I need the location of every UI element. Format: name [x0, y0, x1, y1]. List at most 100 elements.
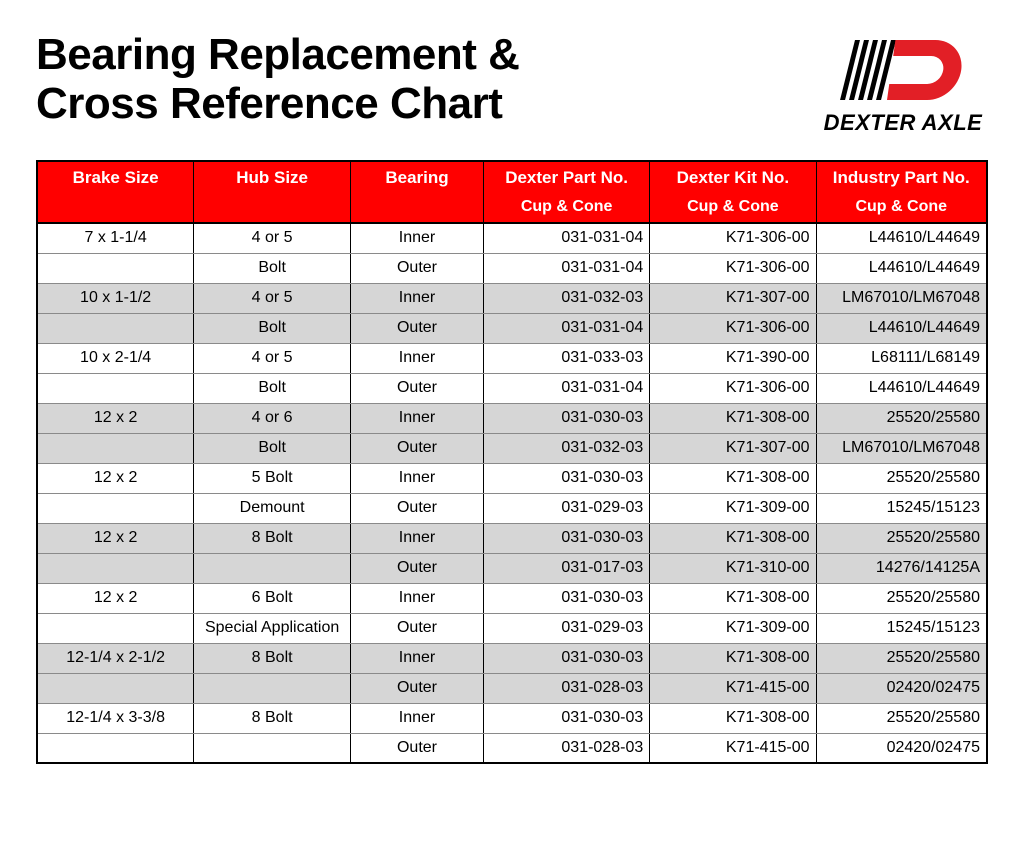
- reference-table: Brake Size Hub Size Bearing Dexter Part …: [36, 160, 988, 764]
- table-cell: 12 x 2: [37, 403, 194, 433]
- table-cell: K71-308-00: [650, 523, 816, 553]
- table-cell: 031-030-03: [484, 643, 650, 673]
- col-industry-part-sub: Cup & Cone: [816, 194, 987, 223]
- title-line-2: Cross Reference Chart: [36, 79, 502, 128]
- table-cell: [37, 433, 194, 463]
- table-cell: Inner: [351, 703, 484, 733]
- table-cell: Inner: [351, 223, 484, 253]
- table-cell: [194, 673, 351, 703]
- table-row: 7 x 1-1/44 or 5Inner031-031-04K71-306-00…: [37, 223, 987, 253]
- table-row: DemountOuter031-029-03K71-309-0015245/15…: [37, 493, 987, 523]
- header: Bearing Replacement & Cross Reference Ch…: [36, 30, 988, 136]
- table-row: 12 x 28 BoltInner031-030-03K71-308-00255…: [37, 523, 987, 553]
- table-cell: K71-308-00: [650, 703, 816, 733]
- table-row: BoltOuter031-031-04K71-306-00L44610/L446…: [37, 253, 987, 283]
- table-cell: 8 Bolt: [194, 523, 351, 553]
- table-row: 12-1/4 x 3-3/88 BoltInner031-030-03K71-3…: [37, 703, 987, 733]
- table-cell: Inner: [351, 463, 484, 493]
- table-cell: Outer: [351, 433, 484, 463]
- table-cell: 8 Bolt: [194, 643, 351, 673]
- col-hub-size-sub: [194, 194, 351, 223]
- table-cell: Inner: [351, 283, 484, 313]
- table-cell: 10 x 2-1/4: [37, 343, 194, 373]
- table-cell: 031-030-03: [484, 463, 650, 493]
- table-cell: Inner: [351, 523, 484, 553]
- table-cell: K71-306-00: [650, 373, 816, 403]
- table-cell: 25520/25580: [816, 583, 987, 613]
- table-cell: [37, 673, 194, 703]
- table-cell: K71-415-00: [650, 733, 816, 763]
- table-cell: 12 x 2: [37, 583, 194, 613]
- table-cell: 12-1/4 x 2-1/2: [37, 643, 194, 673]
- table-cell: 6 Bolt: [194, 583, 351, 613]
- table-row: Outer031-028-03K71-415-0002420/02475: [37, 673, 987, 703]
- table-cell: 031-029-03: [484, 493, 650, 523]
- col-dexter-part-sub: Cup & Cone: [484, 194, 650, 223]
- page-title: Bearing Replacement & Cross Reference Ch…: [36, 30, 519, 129]
- table-cell: [37, 313, 194, 343]
- table-cell: 031-030-03: [484, 703, 650, 733]
- col-bearing-sub: [351, 194, 484, 223]
- table-cell: Outer: [351, 313, 484, 343]
- table-cell: 25520/25580: [816, 643, 987, 673]
- table-cell: 031-031-04: [484, 313, 650, 343]
- col-dexter-kit: Dexter Kit No.: [650, 161, 816, 194]
- table-cell: 031-028-03: [484, 733, 650, 763]
- table-cell: Outer: [351, 553, 484, 583]
- table-row: 12 x 25 BoltInner031-030-03K71-308-00255…: [37, 463, 987, 493]
- table-row: BoltOuter031-032-03K71-307-00LM67010/LM6…: [37, 433, 987, 463]
- table-row: 12-1/4 x 2-1/28 BoltInner031-030-03K71-3…: [37, 643, 987, 673]
- table-cell: Outer: [351, 493, 484, 523]
- table-cell: 10 x 1-1/2: [37, 283, 194, 313]
- header-row-2: Cup & Cone Cup & Cone Cup & Cone: [37, 194, 987, 223]
- table-cell: L44610/L44649: [816, 223, 987, 253]
- table-cell: 15245/15123: [816, 493, 987, 523]
- table-cell: Demount: [194, 493, 351, 523]
- table-cell: 4 or 5: [194, 223, 351, 253]
- table-row: Outer031-017-03K71-310-0014276/14125A: [37, 553, 987, 583]
- table-cell: Outer: [351, 733, 484, 763]
- table-cell: 031-030-03: [484, 583, 650, 613]
- col-brake-size-sub: [37, 194, 194, 223]
- table-cell: 12-1/4 x 3-3/8: [37, 703, 194, 733]
- col-dexter-part: Dexter Part No.: [484, 161, 650, 194]
- table-cell: 031-032-03: [484, 433, 650, 463]
- table-cell: [194, 733, 351, 763]
- brand-name: DEXTER AXLE: [818, 110, 988, 136]
- table-cell: L44610/L44649: [816, 313, 987, 343]
- table-cell: Outer: [351, 613, 484, 643]
- table-cell: [37, 613, 194, 643]
- table-cell: K71-306-00: [650, 313, 816, 343]
- table-row: BoltOuter031-031-04K71-306-00L44610/L446…: [37, 373, 987, 403]
- table-cell: K71-415-00: [650, 673, 816, 703]
- table-cell: K71-306-00: [650, 253, 816, 283]
- table-cell: K71-307-00: [650, 433, 816, 463]
- table-cell: L44610/L44649: [816, 253, 987, 283]
- table-row: 10 x 2-1/44 or 5Inner031-033-03K71-390-0…: [37, 343, 987, 373]
- table-cell: Inner: [351, 583, 484, 613]
- table-cell: Bolt: [194, 433, 351, 463]
- table-cell: [37, 373, 194, 403]
- table-cell: Special Application: [194, 613, 351, 643]
- table-cell: 4 or 5: [194, 283, 351, 313]
- table-cell: LM67010/LM67048: [816, 283, 987, 313]
- table-cell: 031-029-03: [484, 613, 650, 643]
- table-cell: 7 x 1-1/4: [37, 223, 194, 253]
- table-cell: L44610/L44649: [816, 373, 987, 403]
- table-cell: Outer: [351, 373, 484, 403]
- col-bearing: Bearing: [351, 161, 484, 194]
- col-dexter-kit-sub: Cup & Cone: [650, 194, 816, 223]
- table-row: 12 x 26 BoltInner031-030-03K71-308-00255…: [37, 583, 987, 613]
- dexter-logo-icon: [818, 36, 988, 106]
- col-brake-size: Brake Size: [37, 161, 194, 194]
- table-cell: [37, 493, 194, 523]
- table-cell: Bolt: [194, 253, 351, 283]
- table-row: Special ApplicationOuter031-029-03K71-30…: [37, 613, 987, 643]
- table-cell: LM67010/LM67048: [816, 433, 987, 463]
- title-line-1: Bearing Replacement &: [36, 30, 519, 79]
- table-cell: 4 or 6: [194, 403, 351, 433]
- table-cell: 031-033-03: [484, 343, 650, 373]
- table-cell: K71-309-00: [650, 613, 816, 643]
- table-row: BoltOuter031-031-04K71-306-00L44610/L446…: [37, 313, 987, 343]
- table-cell: 031-028-03: [484, 673, 650, 703]
